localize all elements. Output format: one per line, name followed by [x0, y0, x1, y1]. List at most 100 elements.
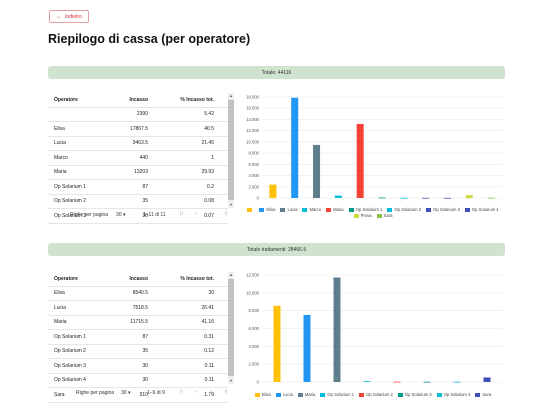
legend-swatch	[275, 392, 281, 397]
last-page-icon[interactable]: ›|	[224, 211, 228, 217]
cell-operatore: Op Solarium 4	[54, 377, 86, 384]
bar[interactable]	[303, 314, 311, 382]
bar[interactable]	[378, 197, 386, 199]
table-row[interactable]: Elisa 8540.5 30	[48, 287, 228, 301]
table-row[interactable]: Op Solarium 3 30 0.07	[48, 209, 228, 224]
legend-item[interactable]: Op Solarium 3	[426, 207, 460, 212]
back-button[interactable]: ← Indietro	[49, 10, 89, 23]
bar[interactable]	[443, 197, 451, 199]
legend-item[interactable]: Marco	[302, 207, 321, 212]
table-row[interactable]: Op Solarium 2 35 0.08	[48, 195, 228, 209]
cell-operatore: Elisa	[54, 125, 65, 132]
table-row[interactable]: Op Solarium 1 87 0.31	[48, 330, 228, 345]
table-row[interactable]: Sara 510 1.79	[48, 388, 228, 403]
cell-percent: 0.11	[204, 377, 214, 384]
table-scrollbar[interactable]: ▲ ▼	[228, 272, 234, 384]
table-row[interactable]: Lucia 9463.5 21.45	[48, 137, 228, 151]
bar[interactable]	[453, 381, 461, 383]
col-incasso[interactable]: Incasso	[129, 96, 148, 103]
scroll-down-icon[interactable]: ▼	[229, 378, 233, 383]
cell-percent: 40.5	[204, 125, 214, 132]
table-row[interactable]: Lucia 7518.5 26.41	[48, 301, 228, 316]
legend-item[interactable]: Op Solarium 2	[359, 392, 393, 397]
table-row[interactable]: 2390 5.42	[48, 108, 228, 122]
bar[interactable]	[487, 197, 495, 199]
scroll-thumb[interactable]	[228, 100, 234, 200]
cell-operatore: Op Solarium 3	[54, 212, 86, 219]
table-row[interactable]: Op Solarium 2 35 0.12	[48, 345, 228, 359]
bar[interactable]	[269, 184, 277, 198]
legend-item[interactable]	[247, 207, 254, 212]
legend-item[interactable]: Lucia	[275, 392, 293, 397]
cell-incasso: 440	[139, 154, 148, 161]
legend-item[interactable]: Sara	[475, 392, 491, 397]
legend-item[interactable]: Op Solarium 1	[348, 207, 382, 212]
col-percent[interactable]: % Incasso tot.	[180, 275, 214, 282]
cell-percent: 30	[208, 290, 214, 297]
legend-item[interactable]: Op Solarium 4	[464, 207, 499, 212]
first-page-icon[interactable]: |‹	[180, 211, 184, 217]
legend-item[interactable]: Maria	[326, 207, 344, 212]
bar[interactable]	[423, 381, 431, 383]
y-tick-label: 2.000	[249, 184, 260, 189]
table-row[interactable]: Op Solarium 4 30 0.11	[48, 374, 228, 388]
cell-incasso: 8540.5	[132, 290, 148, 297]
legend-item[interactable]: Op Solarium 1	[320, 392, 354, 397]
legend-label: Op Solarium 4	[471, 207, 499, 212]
table-row[interactable]: Op Solarium 3 30 0.11	[48, 359, 228, 374]
cell-incasso: 9463.5	[132, 140, 148, 147]
next-page-icon[interactable]: ›	[210, 211, 212, 217]
scroll-up-icon[interactable]: ▲	[229, 93, 233, 98]
scroll-down-icon[interactable]: ▼	[229, 202, 233, 207]
table-scrollbar[interactable]: ▲ ▼	[228, 93, 234, 208]
bar[interactable]	[273, 305, 281, 382]
last-page-icon[interactable]: ›|	[224, 389, 228, 395]
bar[interactable]	[334, 195, 342, 198]
col-incasso[interactable]: Incasso	[129, 275, 148, 282]
bar[interactable]	[356, 123, 364, 198]
cell-percent: 1	[211, 154, 214, 161]
bar[interactable]	[400, 197, 408, 199]
bar[interactable]	[313, 144, 321, 198]
table-row[interactable]: Elisa 17867.5 40.5	[48, 122, 228, 137]
y-tick-label: 4.000	[249, 173, 260, 178]
legend-item[interactable]: Elisa	[259, 207, 275, 212]
rows-per-page-select[interactable]: 30 ▾	[121, 390, 131, 396]
prev-page-icon[interactable]: ‹	[195, 389, 197, 395]
prev-page-icon[interactable]: ‹	[195, 211, 197, 217]
table-row[interactable]: Marco 440 1	[48, 151, 228, 166]
table-row[interactable]: Op Solarium 1 87 0.2	[48, 180, 228, 195]
y-tick-label: 8.000	[249, 308, 260, 313]
bar[interactable]	[422, 197, 430, 199]
bar[interactable]	[363, 381, 371, 383]
scroll-thumb[interactable]	[228, 279, 234, 376]
bar[interactable]	[483, 377, 491, 382]
scroll-up-icon[interactable]: ▲	[229, 272, 233, 277]
cell-incasso: 87	[142, 183, 148, 190]
legend-item[interactable]: Maria	[297, 392, 315, 397]
next-page-icon[interactable]: ›	[210, 389, 212, 395]
legend-item[interactable]: Op Solarium 3	[397, 392, 432, 397]
legend-item[interactable]: Op Solarium 4	[436, 392, 470, 397]
col-operatore[interactable]: Operatore	[54, 275, 78, 282]
bar[interactable]	[393, 381, 401, 383]
legend-swatch	[426, 207, 432, 212]
first-page-icon[interactable]: |‹	[180, 389, 184, 395]
col-operatore[interactable]: Operatore	[54, 96, 78, 103]
bar[interactable]	[333, 277, 341, 382]
rows-per-page-select[interactable]: 30 ▾	[116, 212, 126, 218]
legend-item[interactable]: Sara	[376, 213, 392, 218]
legend-item[interactable]: Prova	[353, 213, 372, 218]
bar[interactable]	[291, 97, 299, 198]
legend-item[interactable]: Op Solarium 2	[387, 207, 421, 212]
legend-swatch	[259, 207, 265, 212]
table-row[interactable]: Maria 11715.5 41.16	[48, 316, 228, 330]
legend-item[interactable]: Elisa	[254, 392, 271, 397]
legend-label: Elisa	[266, 207, 276, 212]
legend-label: Op Solarium 3	[404, 392, 432, 397]
col-percent[interactable]: % Incasso tot.	[180, 96, 214, 103]
table-row[interactable]: Maria 13203 29.93	[48, 166, 228, 180]
bar[interactable]	[465, 195, 473, 198]
cell-operatore: Sara	[54, 391, 65, 398]
legend-item[interactable]: Lucia	[280, 207, 297, 212]
